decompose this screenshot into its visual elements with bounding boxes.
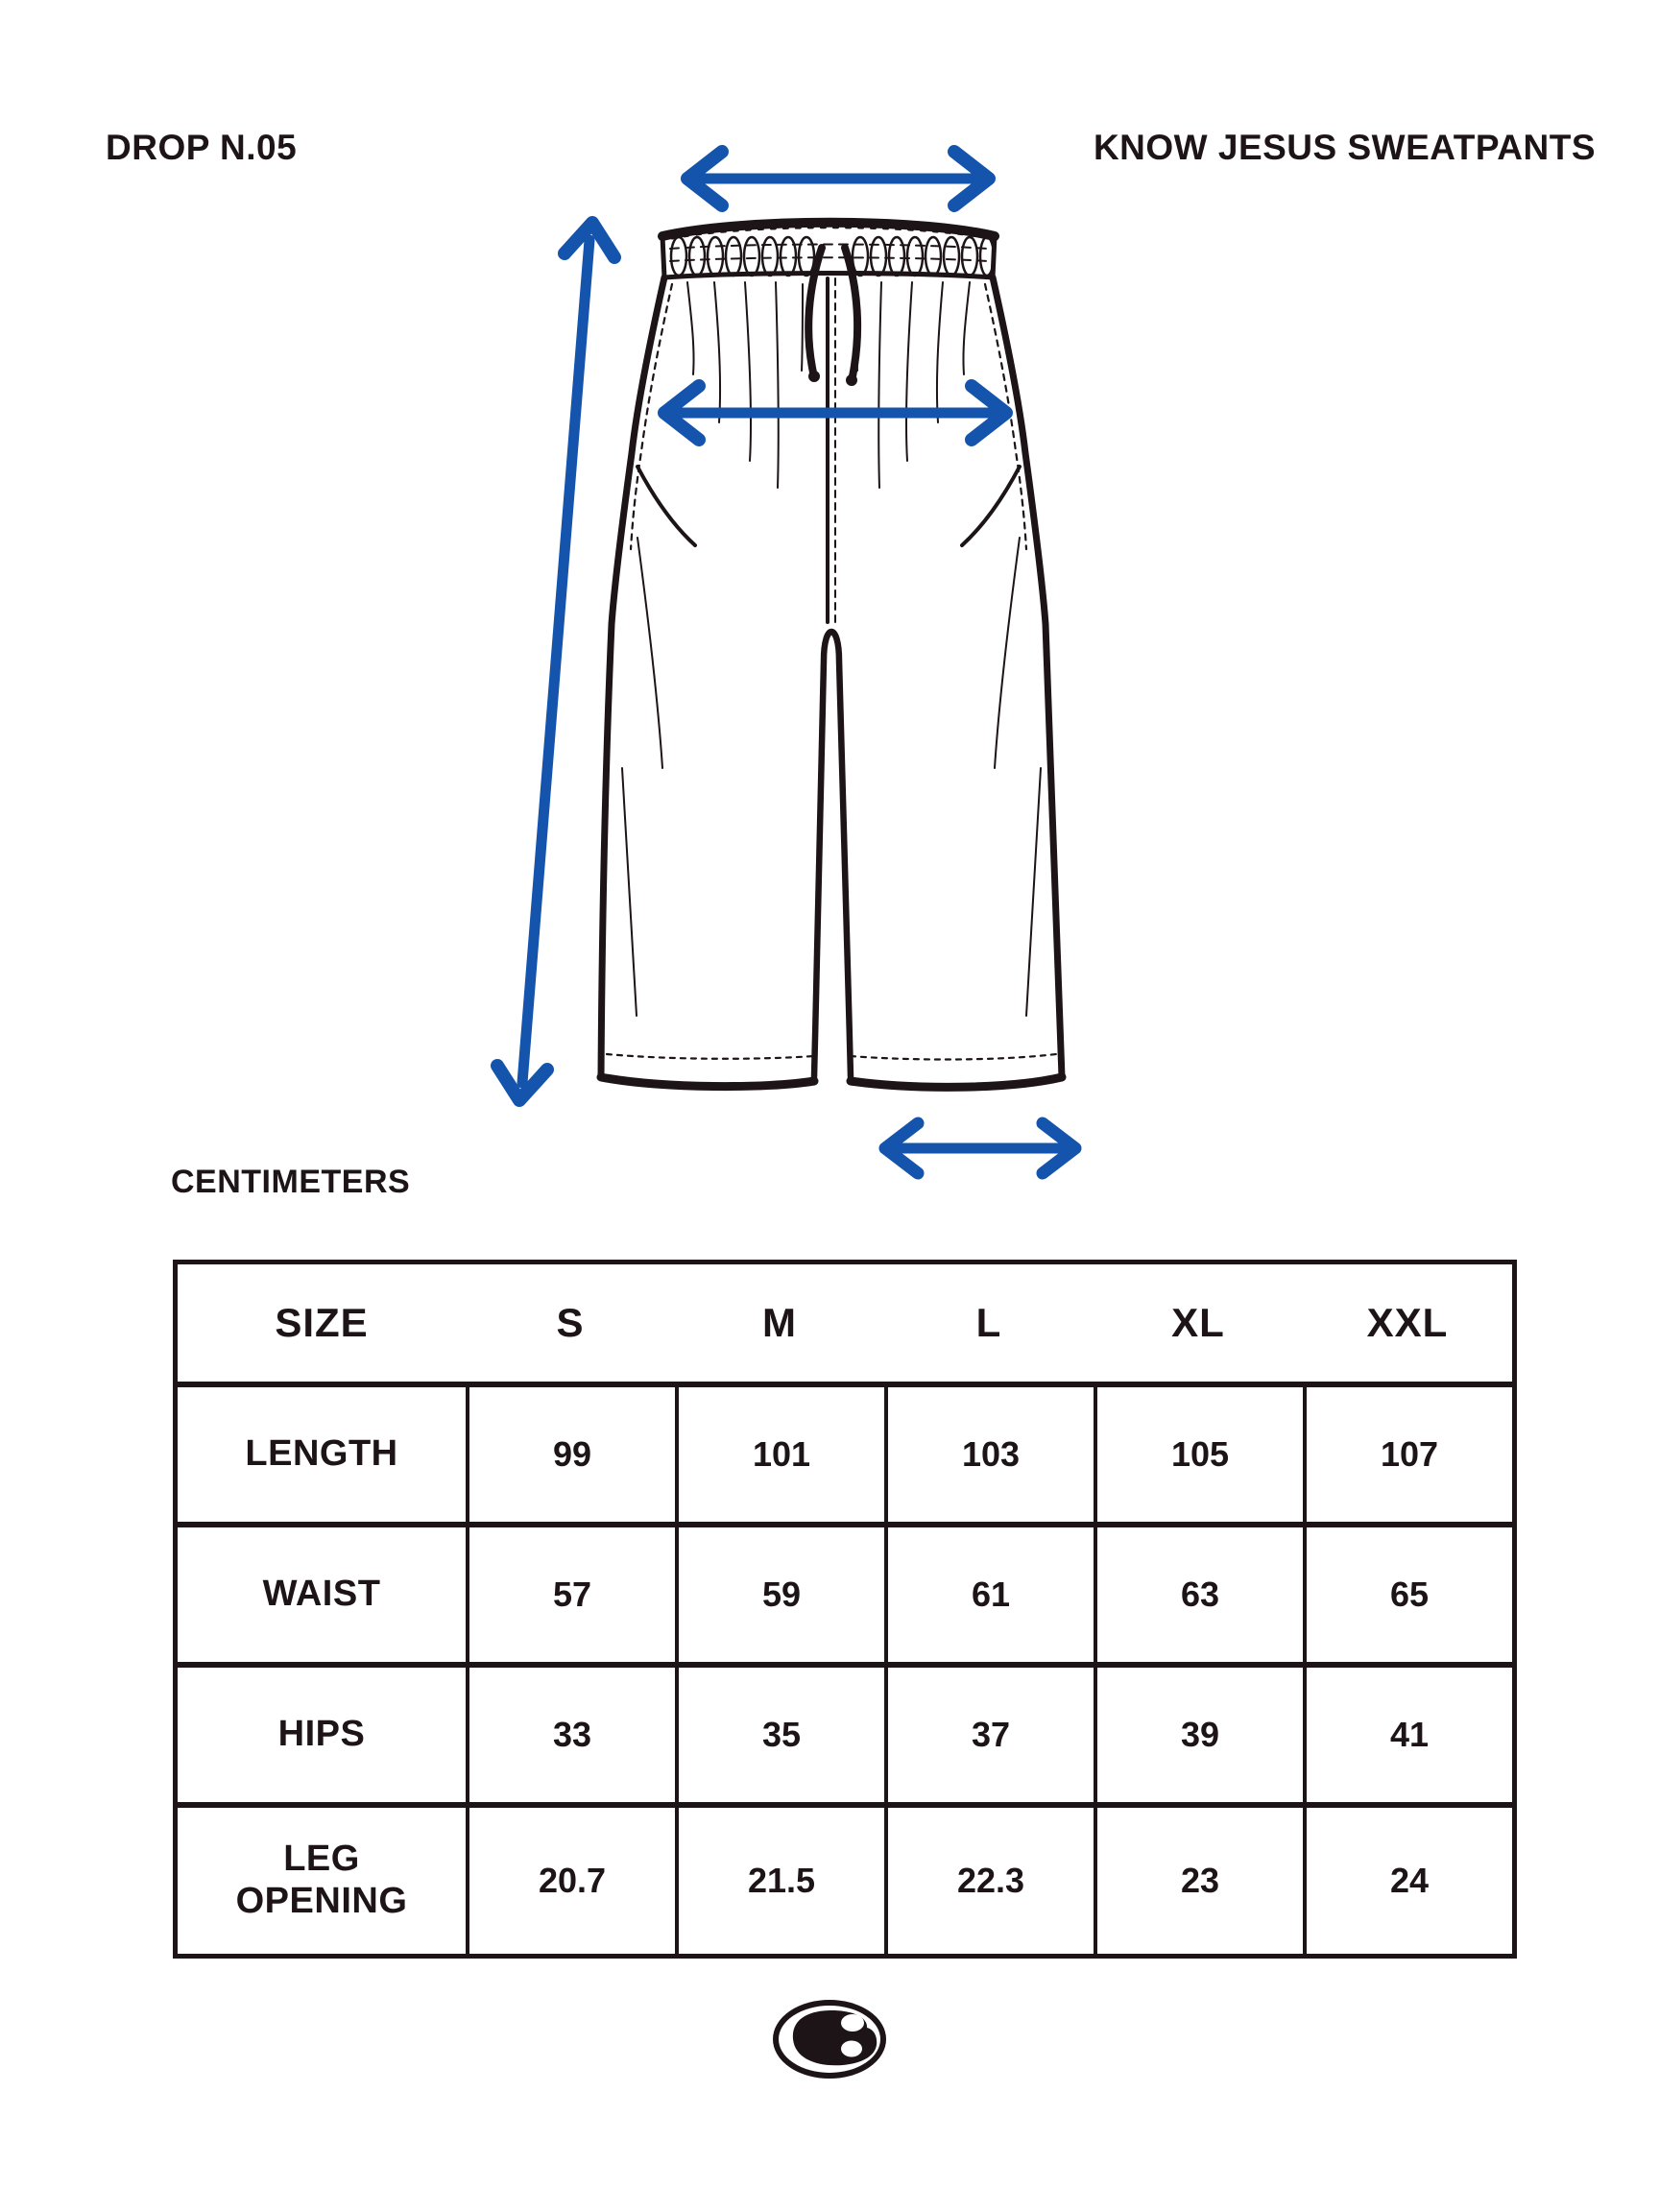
value-cell: 20.7 [466, 1808, 675, 1954]
value-cell: 24 [1303, 1808, 1512, 1954]
units-label: CENTIMETERS [171, 1164, 411, 1200]
table-row-length: LENGTH 99 101 103 105 107 [178, 1387, 1512, 1527]
value-cell: 21.5 [675, 1808, 884, 1954]
value-cell: 59 [675, 1527, 884, 1662]
product-title: KNOW JESUS SWEATPANTS [1093, 128, 1596, 167]
hips-width-arrow [658, 379, 1013, 446]
header-cell-s: S [556, 1300, 585, 1345]
value-cell: 101 [675, 1387, 884, 1522]
size-table: SIZE S M L XL XXL LENGTH 99 101 103 105 … [173, 1260, 1517, 1959]
value-cell: 61 [884, 1527, 1094, 1662]
table-row-hips: HIPS 33 35 37 39 41 [178, 1668, 1512, 1808]
value-cell: 37 [884, 1668, 1094, 1802]
drawstring [805, 244, 862, 386]
value-cell: 107 [1303, 1387, 1512, 1522]
table-row-waist: WAIST 57 59 61 63 65 [178, 1527, 1512, 1668]
waist-width-arrow [681, 145, 996, 212]
fabric-wrinkles [621, 281, 1042, 1017]
row-label: WAIST [262, 1574, 381, 1615]
drop-label: DROP N.05 [106, 128, 298, 167]
value-cell: 63 [1094, 1527, 1303, 1662]
value-cell: 99 [466, 1387, 675, 1522]
value-cell: 39 [1094, 1668, 1303, 1802]
waistband-gathers [669, 235, 996, 277]
leg-opening-arrow [878, 1117, 1082, 1180]
value-cell: 65 [1303, 1527, 1512, 1662]
header-cell-xl: XL [1171, 1300, 1225, 1345]
value-cell: 57 [466, 1527, 675, 1662]
value-cell: 41 [1303, 1668, 1512, 1802]
header-cell-xxl: XXL [1366, 1300, 1449, 1345]
header-cell-size: SIZE [275, 1300, 369, 1345]
sweatpants-flat-drawing [596, 217, 1067, 1092]
row-label: LENGTH [245, 1433, 398, 1475]
value-cell: 33 [466, 1668, 675, 1802]
value-cell: 22.3 [884, 1808, 1094, 1954]
table-row-leg-opening: LEG OPENING 20.7 21.5 22.3 23 24 [178, 1808, 1512, 1954]
value-cell: 105 [1094, 1387, 1303, 1522]
size-table-header-row: SIZE S M L XL XXL [178, 1264, 1512, 1387]
row-label: LEG OPENING [235, 1839, 408, 1921]
row-label: HIPS [277, 1714, 366, 1755]
header-cell-l: L [975, 1300, 1002, 1345]
value-cell: 23 [1094, 1808, 1303, 1954]
value-cell: 103 [884, 1387, 1094, 1522]
header-cell-m: M [762, 1300, 797, 1345]
brand-logo-icon [773, 2000, 886, 2079]
value-cell: 35 [675, 1668, 884, 1802]
length-arrow [491, 216, 621, 1107]
